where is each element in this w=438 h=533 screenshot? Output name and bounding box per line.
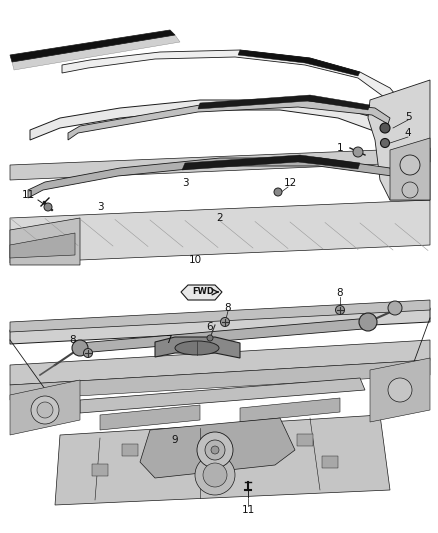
- Polygon shape: [92, 464, 108, 476]
- Text: 8: 8: [225, 303, 231, 313]
- Polygon shape: [238, 50, 360, 76]
- Text: 11: 11: [21, 190, 35, 200]
- Text: 7: 7: [165, 335, 171, 345]
- Text: 12: 12: [283, 178, 297, 188]
- Polygon shape: [140, 418, 295, 478]
- Polygon shape: [10, 308, 430, 344]
- Polygon shape: [28, 158, 392, 198]
- Circle shape: [37, 402, 53, 418]
- Circle shape: [84, 349, 92, 358]
- Circle shape: [336, 305, 345, 314]
- Circle shape: [31, 396, 59, 424]
- Text: 4: 4: [405, 128, 411, 138]
- Circle shape: [220, 318, 230, 327]
- Polygon shape: [62, 50, 400, 105]
- Circle shape: [353, 147, 363, 157]
- Polygon shape: [10, 380, 80, 435]
- Circle shape: [380, 123, 390, 133]
- Circle shape: [274, 188, 282, 196]
- Circle shape: [359, 313, 377, 331]
- Polygon shape: [10, 200, 430, 263]
- Polygon shape: [10, 30, 175, 62]
- Text: 5: 5: [405, 112, 411, 122]
- Text: 11: 11: [241, 505, 254, 515]
- Polygon shape: [80, 378, 365, 413]
- Circle shape: [205, 440, 225, 460]
- Polygon shape: [30, 100, 405, 145]
- Polygon shape: [122, 444, 138, 456]
- Text: 8: 8: [70, 335, 76, 345]
- Circle shape: [400, 155, 420, 175]
- Polygon shape: [198, 95, 370, 110]
- Polygon shape: [322, 456, 338, 468]
- Circle shape: [388, 378, 412, 402]
- Circle shape: [381, 139, 389, 148]
- Circle shape: [195, 455, 235, 495]
- Circle shape: [402, 182, 418, 198]
- Polygon shape: [10, 148, 430, 180]
- Polygon shape: [55, 415, 390, 505]
- Text: 2: 2: [217, 213, 223, 223]
- Polygon shape: [155, 337, 240, 358]
- Circle shape: [211, 446, 219, 454]
- Circle shape: [203, 463, 227, 487]
- Text: 8: 8: [337, 288, 343, 298]
- Circle shape: [388, 301, 402, 315]
- Polygon shape: [10, 233, 75, 258]
- Text: 10: 10: [188, 255, 201, 265]
- Circle shape: [44, 203, 52, 211]
- Polygon shape: [240, 398, 340, 422]
- Polygon shape: [10, 360, 430, 400]
- Polygon shape: [297, 434, 313, 446]
- Circle shape: [207, 335, 213, 341]
- Polygon shape: [100, 405, 200, 430]
- Polygon shape: [181, 285, 222, 300]
- Text: 3: 3: [182, 178, 188, 188]
- Text: 3: 3: [97, 202, 103, 212]
- Polygon shape: [68, 100, 390, 140]
- Polygon shape: [12, 35, 180, 70]
- Text: 9: 9: [172, 435, 178, 445]
- Text: FWD: FWD: [192, 287, 214, 296]
- Circle shape: [197, 432, 233, 468]
- Circle shape: [72, 340, 88, 356]
- Text: 6: 6: [207, 322, 213, 332]
- Polygon shape: [182, 155, 360, 170]
- Polygon shape: [80, 318, 375, 353]
- Polygon shape: [390, 138, 430, 200]
- Text: 1: 1: [337, 143, 343, 153]
- Polygon shape: [370, 358, 430, 422]
- Ellipse shape: [175, 341, 219, 355]
- Polygon shape: [10, 300, 430, 332]
- Polygon shape: [10, 218, 80, 265]
- Polygon shape: [10, 340, 430, 385]
- Polygon shape: [368, 80, 430, 200]
